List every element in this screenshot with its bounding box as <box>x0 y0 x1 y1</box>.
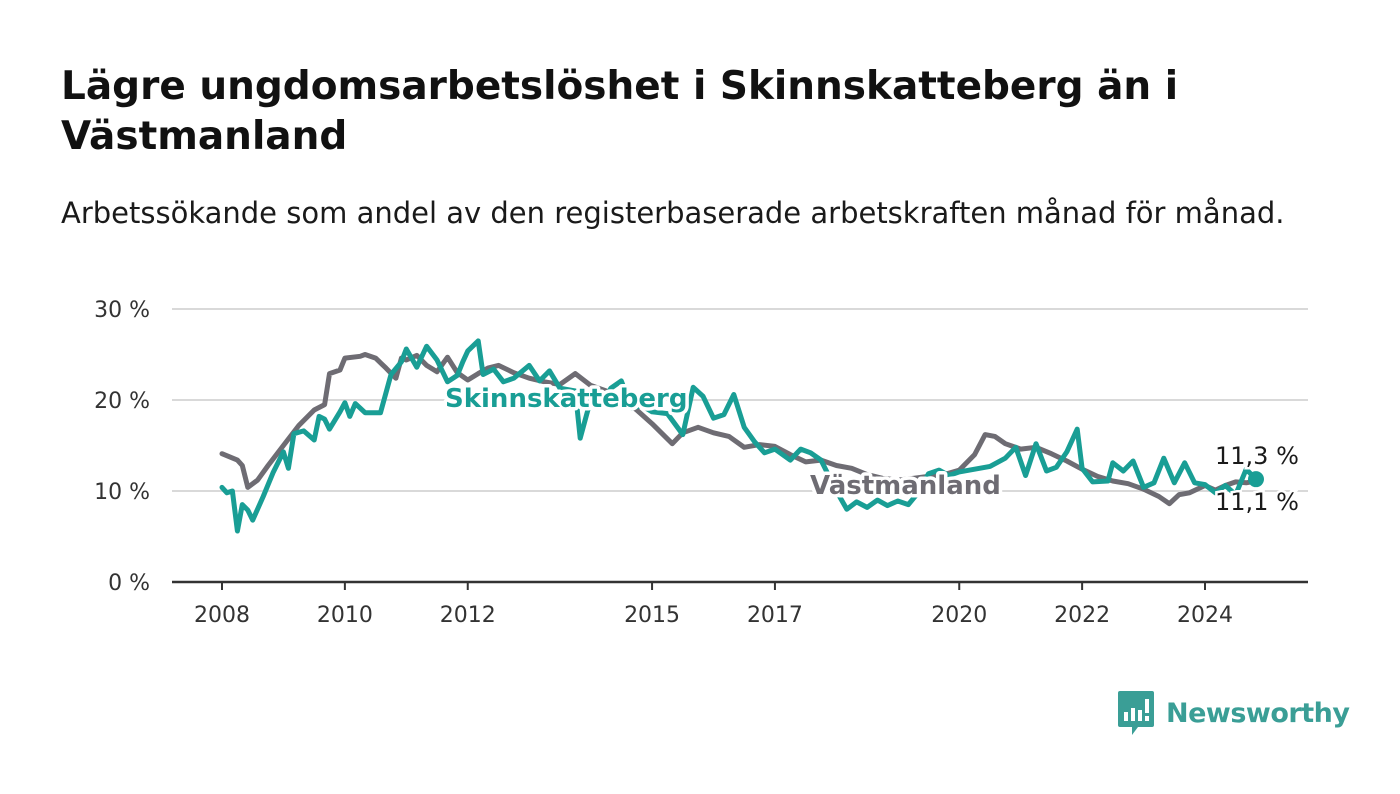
v-stmanland-line <box>219 352 1259 507</box>
skinnskatteberg-end-point <box>1247 471 1264 488</box>
skinnskatteberg-end-value: 11,3 % <box>1215 442 1299 470</box>
x-tick-label: 2017 <box>747 603 803 628</box>
brand-name: Newsworthy <box>1166 697 1350 729</box>
skinnskatteberg-series-label: Skinnskatteberg <box>445 384 687 414</box>
vastmanland-series-label: Västmanland <box>810 471 1001 501</box>
x-tick-label: 2020 <box>931 603 987 628</box>
series-labels: Skinnskatteberg Västmanland 11,3 % 11,1 % <box>442 381 1302 519</box>
x-tick-label: 2024 <box>1177 603 1233 628</box>
x-tick-label: 2015 <box>624 603 680 628</box>
x-tick-label: 2008 <box>194 603 250 628</box>
gridlines <box>172 308 1308 584</box>
y-axis-ticks: 0 % 10 % 20 % 30 % <box>94 298 150 596</box>
chart-subtitle: Arbetssökande som andel av den registerb… <box>61 196 1285 230</box>
y-tick-label: 30 % <box>94 298 150 323</box>
skinnskatteberg-line <box>219 338 1259 534</box>
x-axis-ticks: 2008 2010 2012 2015 2017 2020 2022 2024 <box>194 582 1233 628</box>
x-tick-label: 2012 <box>440 603 496 628</box>
chart-title: Lägre ungdomsarbetslöshet i Skinnskatteb… <box>61 64 1179 159</box>
series-lines <box>219 338 1264 534</box>
y-tick-label: 20 % <box>94 389 150 414</box>
newsworthy-logo: Newsworthy <box>1118 690 1350 736</box>
vastmanland-end-value: 11,1 % <box>1215 488 1299 516</box>
bar-chart-speech-bubble-icon <box>1118 691 1154 735</box>
x-tick-label: 2010 <box>317 603 373 628</box>
y-tick-label: 0 % <box>108 571 150 596</box>
x-tick-label: 2022 <box>1054 603 1110 628</box>
y-tick-label: 10 % <box>94 480 150 505</box>
